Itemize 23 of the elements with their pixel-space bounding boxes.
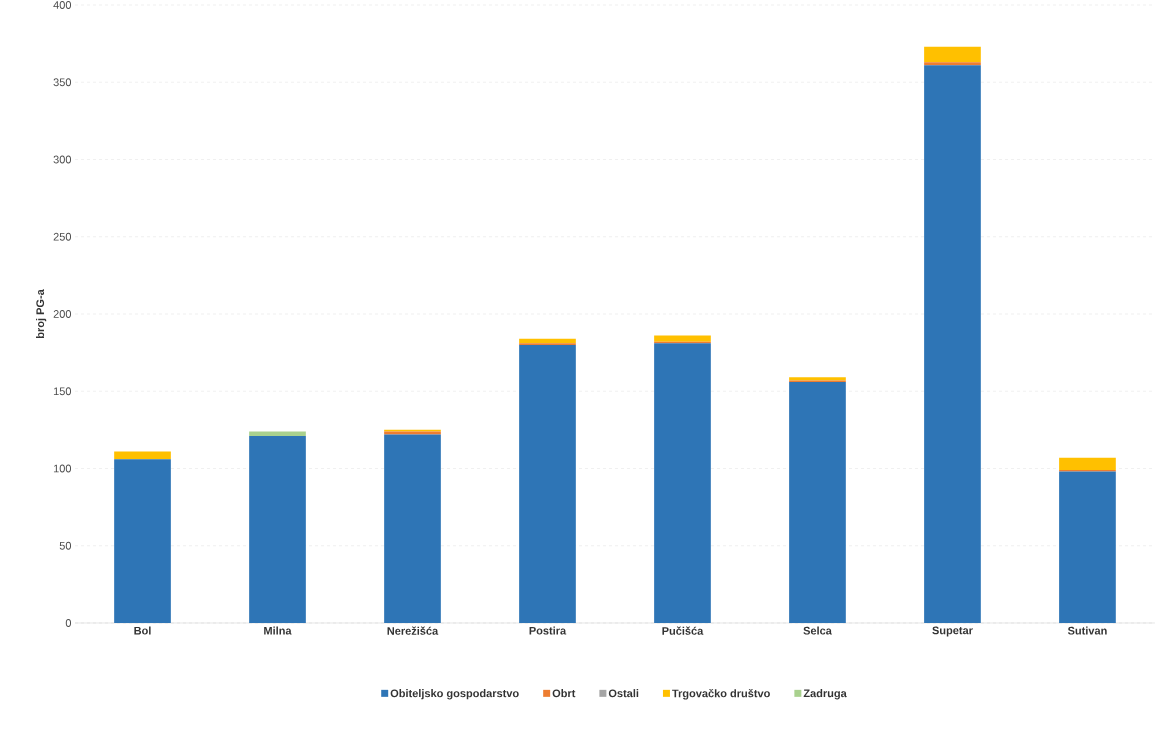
legend-label: Obrt bbox=[552, 689, 576, 698]
y-tick-label: 200 bbox=[53, 310, 72, 318]
legend-label: Trgovačko društvo bbox=[672, 689, 770, 700]
x-tick-label: Sutivan bbox=[1067, 626, 1107, 635]
x-tick-label: Postira bbox=[529, 626, 567, 635]
y-tick-label: 150 bbox=[53, 387, 72, 396]
y-tick-label: 100 bbox=[53, 464, 72, 473]
y-tick-label: 350 bbox=[53, 78, 72, 87]
y-axis-title: broj PG-a bbox=[36, 289, 47, 339]
legend-label: Obiteljsko gospodarstvo bbox=[390, 689, 519, 700]
y-tick-label: 250 bbox=[53, 232, 72, 241]
legend-label: Ostali bbox=[608, 689, 639, 698]
x-tick-label: Supetar bbox=[932, 626, 973, 637]
x-tick-label: Nerežišća bbox=[387, 626, 439, 635]
y-tick-label: 300 bbox=[53, 155, 72, 164]
legend-label: Zadruga bbox=[803, 689, 847, 700]
y-tick-label: 50 bbox=[59, 541, 72, 550]
y-tick-label: 400 bbox=[53, 1, 72, 9]
y-tick-label: 0 bbox=[65, 619, 72, 627]
x-tick-label: Pučišća bbox=[662, 626, 704, 635]
x-tick-label: Milna bbox=[264, 626, 292, 635]
x-tick-label: Selca bbox=[803, 626, 832, 635]
x-tick-label: Bol bbox=[134, 626, 151, 635]
